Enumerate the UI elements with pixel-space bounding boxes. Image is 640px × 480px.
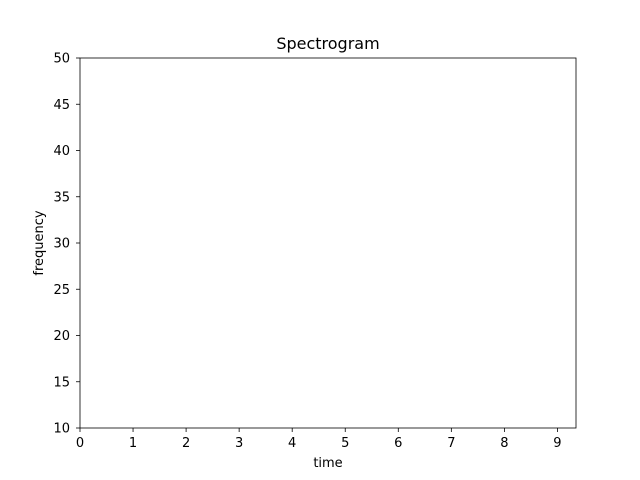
y-tick-label: 15 xyxy=(53,375,70,390)
y-tick-label: 10 xyxy=(53,422,70,437)
y-tick-label: 20 xyxy=(53,329,70,344)
y-tick-label: 50 xyxy=(53,52,70,67)
x-tick-label: 9 xyxy=(553,436,561,451)
y-axis-label: frequency xyxy=(32,210,47,276)
x-axis-ticks: 0 1 2 3 4 5 6 7 8 9 xyxy=(76,428,562,451)
y-axis-ticks: 10 15 20 25 30 35 40 45 50 xyxy=(53,52,80,437)
x-tick-label: 6 xyxy=(394,436,402,451)
x-tick-label: 0 xyxy=(76,436,84,451)
y-tick-label: 25 xyxy=(53,283,70,298)
y-tick-label: 30 xyxy=(53,237,70,252)
chart-title: Spectrogram xyxy=(276,34,379,53)
x-tick-label: 3 xyxy=(235,436,243,451)
x-axis-label: time xyxy=(313,456,342,471)
y-tick-label: 45 xyxy=(53,98,70,113)
x-tick-label: 7 xyxy=(447,436,455,451)
plot-background xyxy=(80,58,576,428)
x-tick-label: 8 xyxy=(500,436,508,451)
x-tick-label: 5 xyxy=(341,436,349,451)
x-tick-label: 4 xyxy=(288,436,296,451)
y-tick-label: 35 xyxy=(53,190,70,205)
x-tick-label: 2 xyxy=(182,436,190,451)
y-tick-label: 40 xyxy=(53,144,70,159)
plot-area xyxy=(80,58,576,428)
plot-frame xyxy=(79,57,577,429)
x-tick-label: 1 xyxy=(129,436,137,451)
